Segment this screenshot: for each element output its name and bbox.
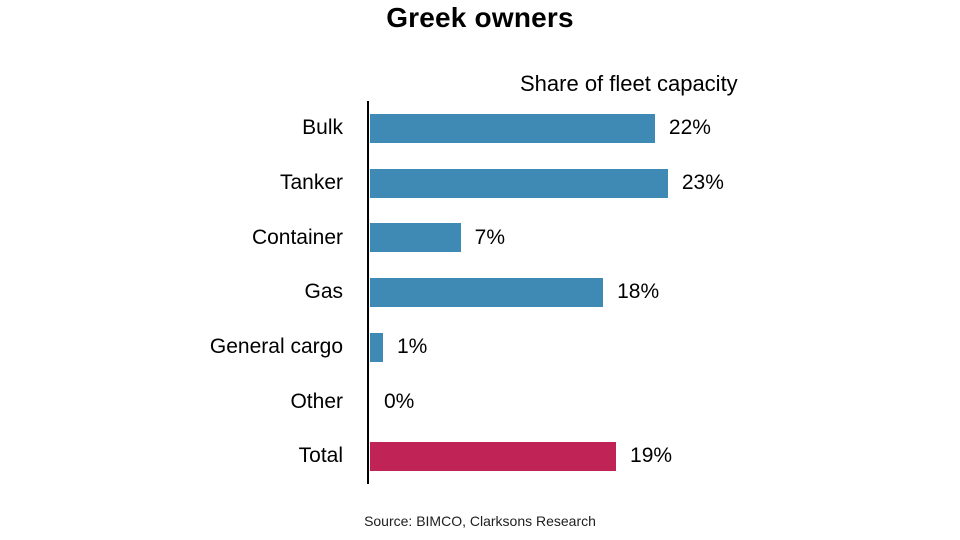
bar-bulk (370, 113, 655, 143)
value-label-gas: 18% (617, 280, 660, 304)
category-label-other: Other (290, 389, 343, 413)
category-label-total: Total (298, 444, 343, 468)
value-label-tanker: 23% (681, 171, 724, 195)
value-label-total: 19% (630, 444, 673, 468)
bar-row-general-cargo: General cargo 1% (0, 320, 960, 375)
value-label-container: 7% (474, 225, 505, 249)
bar-rows: Bulk 22% Tanker 23% Container 7% Gas 18% (0, 101, 960, 484)
bar-chart: Bulk 22% Tanker 23% Container 7% Gas 18% (0, 101, 960, 484)
bar-row-gas: Gas 18% (0, 265, 960, 320)
bar-gas (370, 277, 604, 307)
bar-row-other: Other 0% (0, 374, 960, 429)
bar-total (370, 441, 617, 471)
category-label-container: Container (251, 225, 343, 249)
bar-general-cargo (370, 332, 383, 362)
category-label-tanker: Tanker (279, 171, 343, 195)
bar-container (370, 223, 461, 253)
bar-row-tanker: Tanker 23% (0, 156, 960, 211)
value-label-other: 0% (384, 389, 415, 413)
source-note: Source: BIMCO, Clarksons Research (364, 513, 596, 529)
chart-subtitle: Share of fleet capacity (520, 71, 738, 96)
category-label-gas: Gas (304, 280, 343, 304)
value-label-general-cargo: 1% (396, 335, 428, 359)
chart-title: Greek owners (386, 2, 574, 33)
category-label-bulk: Bulk (302, 116, 343, 140)
bar-row-total: Total 19% (0, 429, 960, 484)
bar-tanker (370, 168, 668, 198)
category-label-general-cargo: General cargo (209, 335, 343, 359)
value-label-bulk: 22% (668, 116, 711, 140)
bar-row-bulk: Bulk 22% (0, 101, 960, 156)
bar-row-container: Container 7% (0, 210, 960, 265)
y-axis-line (367, 101, 369, 484)
